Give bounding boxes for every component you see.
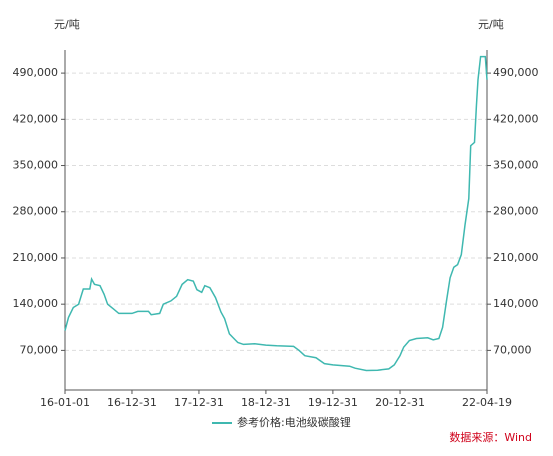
- x-tick-label: 22-04-19: [462, 396, 512, 409]
- y-unit: 元/吨: [54, 18, 80, 31]
- y2-tick-label: 350,000: [493, 159, 539, 172]
- y-tick-label: 420,000: [13, 112, 59, 125]
- x-tick-label: 16-01-01: [40, 396, 90, 409]
- y2-tick-label: 140,000: [493, 297, 539, 310]
- y-tick-label: 140,000: [13, 297, 59, 310]
- line: [64, 55, 488, 372]
- y2-unit: 元/吨: [478, 18, 504, 31]
- y-tick-label: 350,000: [13, 159, 59, 172]
- x-tick-label: 18-12-31: [241, 396, 291, 409]
- y2-tick-label: 420,000: [493, 112, 539, 125]
- x-tick-label: 17-12-31: [174, 396, 224, 409]
- legend-label: 参考价格:电池级碳酸锂: [237, 415, 351, 429]
- y2-tick-label: 210,000: [493, 251, 539, 264]
- y-tick-label: 280,000: [13, 205, 59, 218]
- y2-tick-label: 70,000: [493, 343, 532, 356]
- y2-tick-label: 490,000: [493, 66, 539, 79]
- x-tick-label: 16-12-31: [107, 396, 157, 409]
- y-tick-label: 210,000: [13, 251, 59, 264]
- x-tick-label: 20-12-31: [375, 396, 425, 409]
- source: 数据来源：Wind: [449, 430, 532, 444]
- y2-tick-label: 280,000: [493, 205, 539, 218]
- x-tick-label: 19-12-31: [308, 396, 358, 409]
- y-tick-label: 70,000: [20, 343, 59, 356]
- y-tick-label: 490,000: [13, 66, 59, 79]
